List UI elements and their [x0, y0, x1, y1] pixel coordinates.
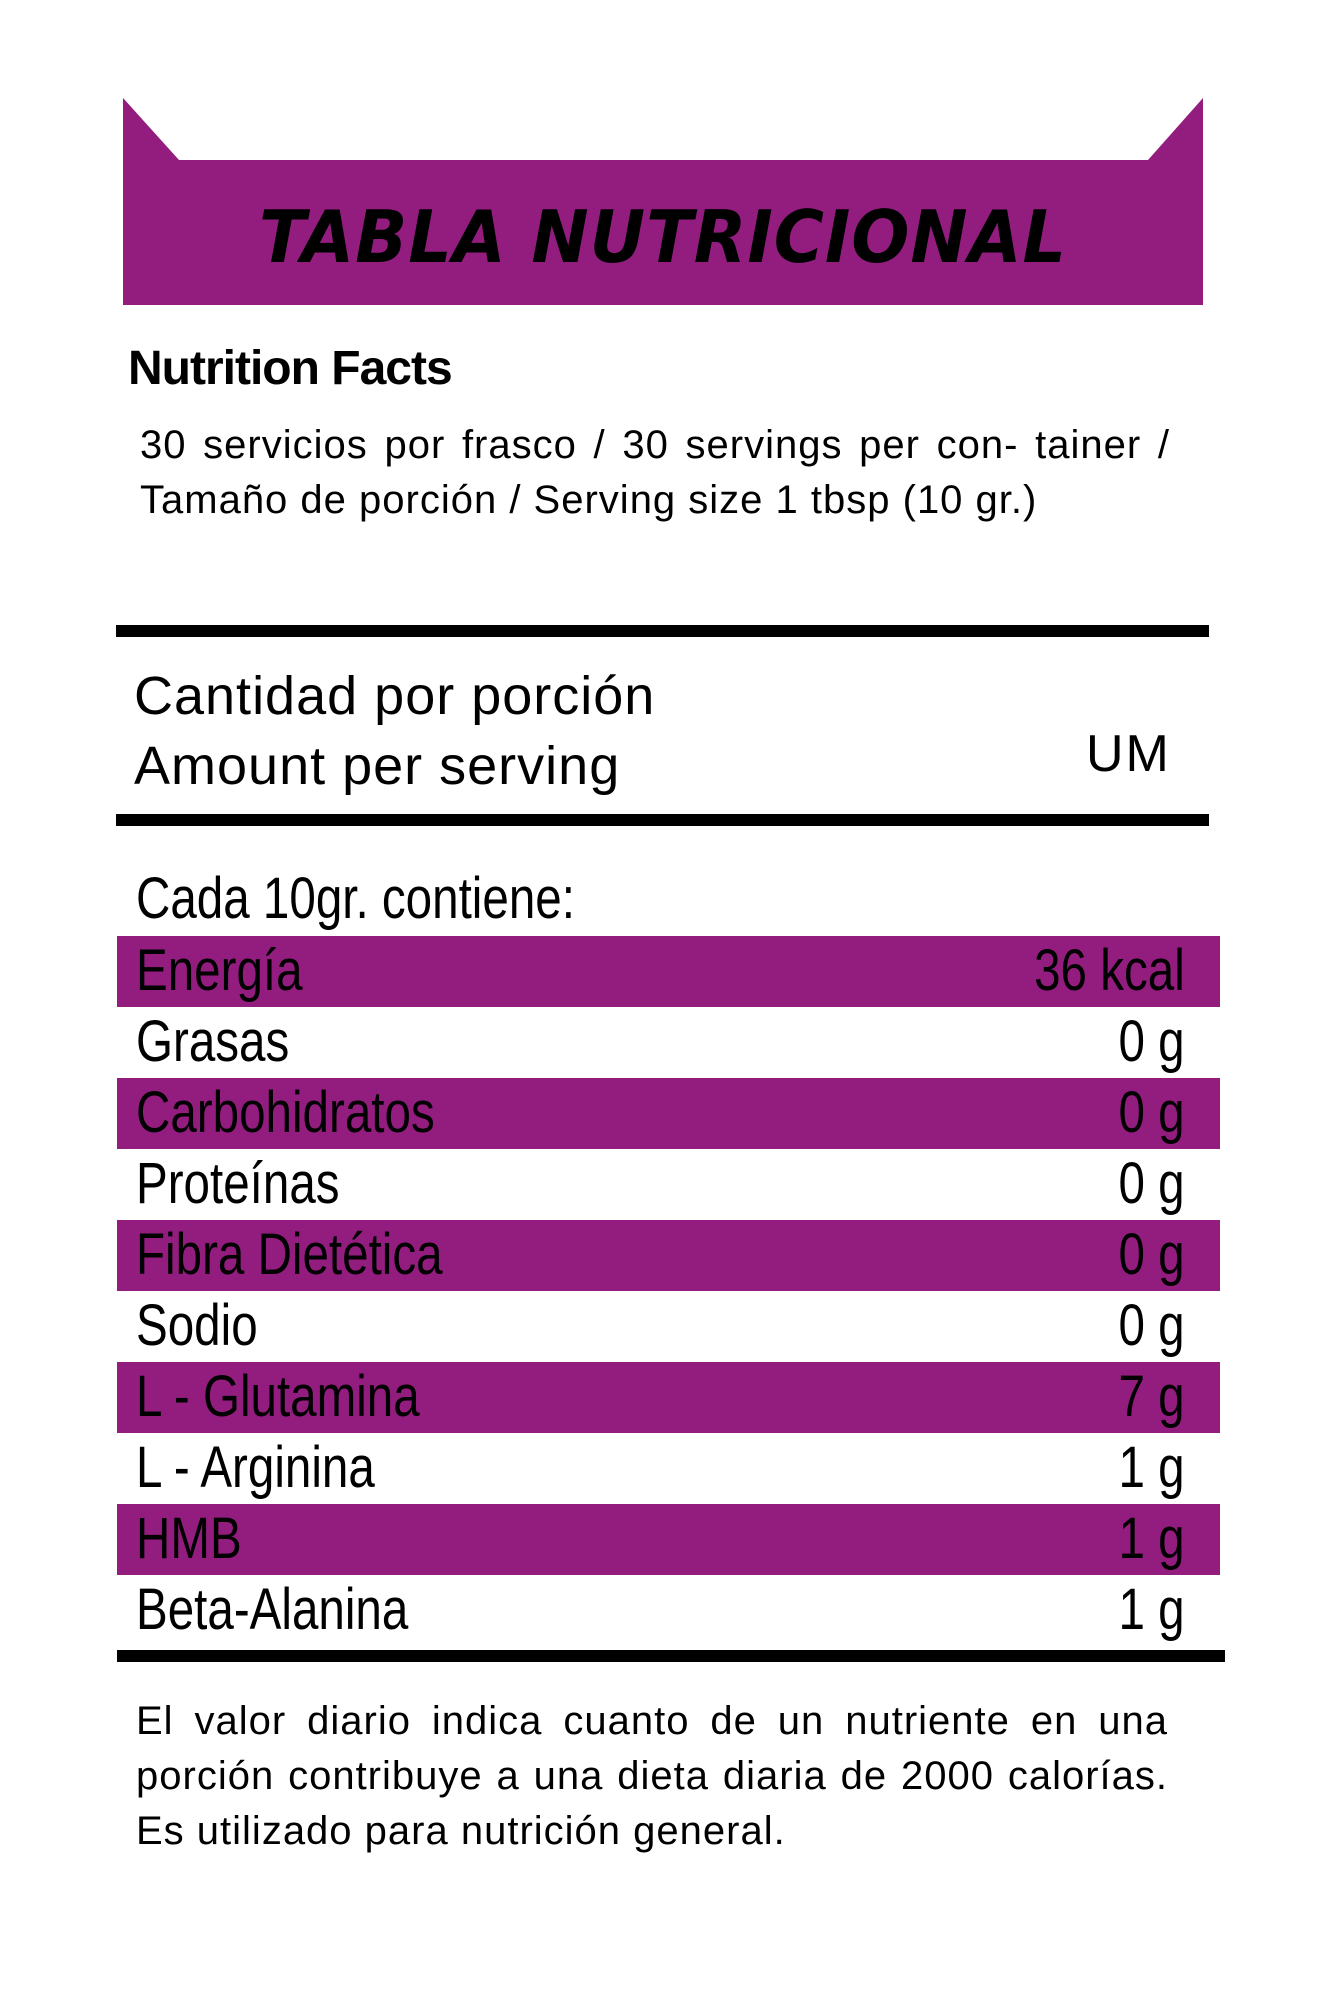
table-row: Fibra Dietética 0 g	[117, 1220, 1220, 1291]
nutrient-value: 1 g	[1118, 1435, 1185, 1500]
banner-title: TABLA NUTRICIONAL	[258, 195, 1068, 279]
nutrient-label: Energía	[136, 938, 303, 1003]
table-row: Sodio 0 g	[117, 1291, 1220, 1362]
nutrient-value: 0 g	[1118, 1222, 1185, 1287]
banner-shape	[123, 98, 1203, 305]
nutrient-label: L - Arginina	[136, 1435, 375, 1500]
nutrient-value: 0 g	[1118, 1293, 1185, 1358]
table-row: Beta-Alanina 1 g	[117, 1575, 1220, 1646]
nutrition-facts-title: Nutrition Facts	[128, 342, 453, 395]
unit-header: UM	[1086, 725, 1171, 783]
title-banner: TABLA NUTRICIONAL	[123, 98, 1203, 305]
nutrient-value: 7 g	[1118, 1364, 1185, 1429]
divider-top	[116, 625, 1209, 637]
nutrient-label: Fibra Dietética	[136, 1222, 443, 1287]
table-row: HMB 1 g	[117, 1504, 1220, 1575]
nutrient-value: 1 g	[1118, 1577, 1185, 1642]
nutrient-value: 36 kcal	[1034, 938, 1185, 1003]
nutrient-value: 0 g	[1118, 1151, 1185, 1216]
table-row: Energía 36 kcal	[117, 936, 1220, 1007]
nutrient-label: Sodio	[136, 1293, 258, 1358]
table-row: Grasas 0 g	[117, 1007, 1220, 1078]
table-row: L - Glutamina 7 g	[117, 1362, 1220, 1433]
divider-bottom	[117, 1650, 1225, 1662]
serving-info: 30 servicios por frasco / 30 servings pe…	[140, 423, 1170, 522]
footer-note: El valor diario indica cuanto de un nutr…	[136, 1699, 1168, 1853]
nutrient-value: 0 g	[1118, 1009, 1185, 1074]
nutrient-label: Proteínas	[136, 1151, 340, 1216]
nutrient-label: Grasas	[136, 1009, 290, 1074]
table-row: Carbohidratos 0 g	[117, 1078, 1220, 1149]
nutrient-label: HMB	[136, 1506, 242, 1571]
divider-middle	[116, 814, 1209, 826]
nutrient-value: 1 g	[1118, 1506, 1185, 1571]
table-row: Proteínas 0 g	[117, 1149, 1220, 1220]
table-row: L - Arginina 1 g	[117, 1433, 1220, 1504]
nutrient-value: 0 g	[1118, 1080, 1185, 1145]
nutrient-label: Beta-Alanina	[136, 1577, 409, 1642]
amount-label-es: Cantidad por porción	[134, 666, 656, 726]
amount-label-en: Amount per serving	[134, 736, 621, 796]
table-intro: Cada 10gr. contiene:	[136, 866, 575, 931]
nutrient-label: Carbohidratos	[136, 1080, 435, 1145]
nutrient-label: L - Glutamina	[136, 1364, 420, 1429]
